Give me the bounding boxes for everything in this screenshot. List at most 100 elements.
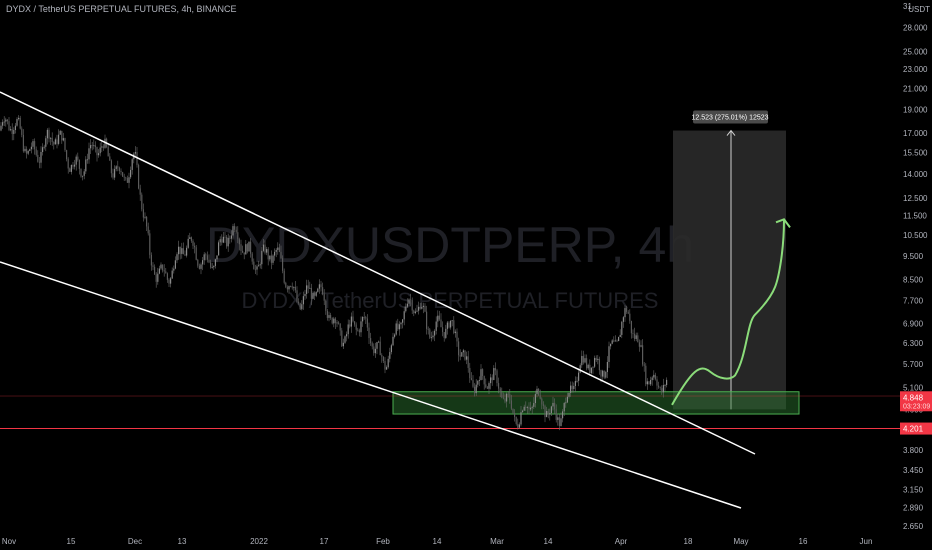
candle: [299, 302, 301, 311]
candle: [334, 317, 336, 329]
candle: [222, 232, 224, 244]
candle: [29, 148, 31, 152]
candle: [371, 341, 373, 350]
candle: [558, 414, 560, 431]
candle: [141, 192, 143, 212]
candle: [184, 250, 186, 256]
candle: [325, 299, 327, 315]
candle: [72, 161, 74, 170]
candle: [662, 378, 664, 398]
candle: [296, 286, 298, 303]
candle: [234, 223, 236, 233]
candle: [48, 127, 50, 143]
candle: [19, 115, 21, 130]
candle: [318, 279, 320, 294]
candle: [338, 321, 340, 325]
candle: [629, 309, 631, 324]
candle: [587, 363, 589, 371]
candle: [634, 327, 636, 342]
candle: [666, 377, 668, 388]
candle: [413, 309, 415, 317]
candle: [658, 381, 660, 389]
candle: [397, 318, 399, 332]
candle: [22, 129, 24, 153]
candle: [488, 381, 490, 394]
candle: [446, 321, 448, 335]
candle: [258, 260, 260, 267]
candle: [402, 319, 404, 329]
candle: [232, 223, 234, 240]
candle: [336, 320, 338, 328]
candle: [654, 372, 656, 381]
y-unit-label: USDT: [908, 5, 930, 14]
candle: [144, 212, 146, 220]
candle: [42, 143, 44, 156]
candle: [13, 127, 15, 141]
candle: [131, 157, 133, 175]
candle: [576, 376, 578, 383]
x-tick-label: Feb: [376, 537, 390, 546]
trendlines-layer: [0, 91, 756, 509]
candle: [301, 300, 303, 311]
candle: [419, 302, 421, 310]
candle: [390, 343, 392, 355]
y-tick-label: 21.000: [903, 84, 928, 93]
candle: [474, 383, 476, 397]
candle: [554, 398, 556, 415]
candle: [426, 305, 428, 335]
candle: [280, 245, 282, 259]
candle: [574, 376, 576, 393]
candle: [424, 303, 426, 313]
candle: [170, 277, 172, 288]
candle: [362, 316, 364, 327]
candle: [429, 327, 431, 340]
x-tick-label: Nov: [2, 537, 16, 546]
candle: [77, 152, 79, 162]
candle: [352, 310, 354, 323]
candle: [310, 283, 312, 306]
candle: [528, 402, 530, 414]
y-tick-label: 2.890: [903, 504, 924, 513]
time-axis[interactable]: Nov 15 Dec 13 2022 17 Feb 14 Mar 14 Apr 18 May 16 Jun: [2, 537, 873, 546]
candle: [139, 184, 141, 201]
candle: [533, 397, 535, 409]
candle: [664, 383, 666, 392]
candle: [464, 350, 466, 361]
candle: [90, 139, 92, 155]
y-tick-label: 2.650: [903, 522, 924, 531]
y-tick-label: 12.500: [903, 194, 928, 203]
candle: [120, 168, 122, 176]
y-tick-label: 6.300: [903, 339, 924, 348]
candle: [186, 245, 188, 258]
candle: [626, 305, 628, 314]
candle: [83, 168, 85, 180]
candle: [54, 137, 56, 145]
candle: [578, 368, 580, 387]
candle: [282, 255, 284, 274]
candle: [454, 329, 456, 338]
candle: [469, 362, 471, 383]
candle: [611, 339, 613, 345]
candle: [582, 350, 584, 365]
candle: [406, 298, 408, 309]
candle: [150, 252, 152, 271]
candle: [238, 237, 240, 251]
candle: [294, 280, 296, 293]
candle: [514, 409, 516, 422]
candle: [502, 392, 504, 400]
candle: [200, 262, 202, 275]
candle: [85, 156, 87, 175]
candle: [547, 408, 549, 419]
candle: [594, 355, 596, 369]
candle: [602, 369, 604, 381]
candle: [251, 252, 253, 265]
x-tick-label: 2022: [250, 537, 268, 546]
candle: [451, 320, 453, 327]
candle: [275, 248, 277, 258]
candle: [182, 242, 184, 255]
candle: [635, 332, 637, 342]
candle: [542, 401, 544, 410]
